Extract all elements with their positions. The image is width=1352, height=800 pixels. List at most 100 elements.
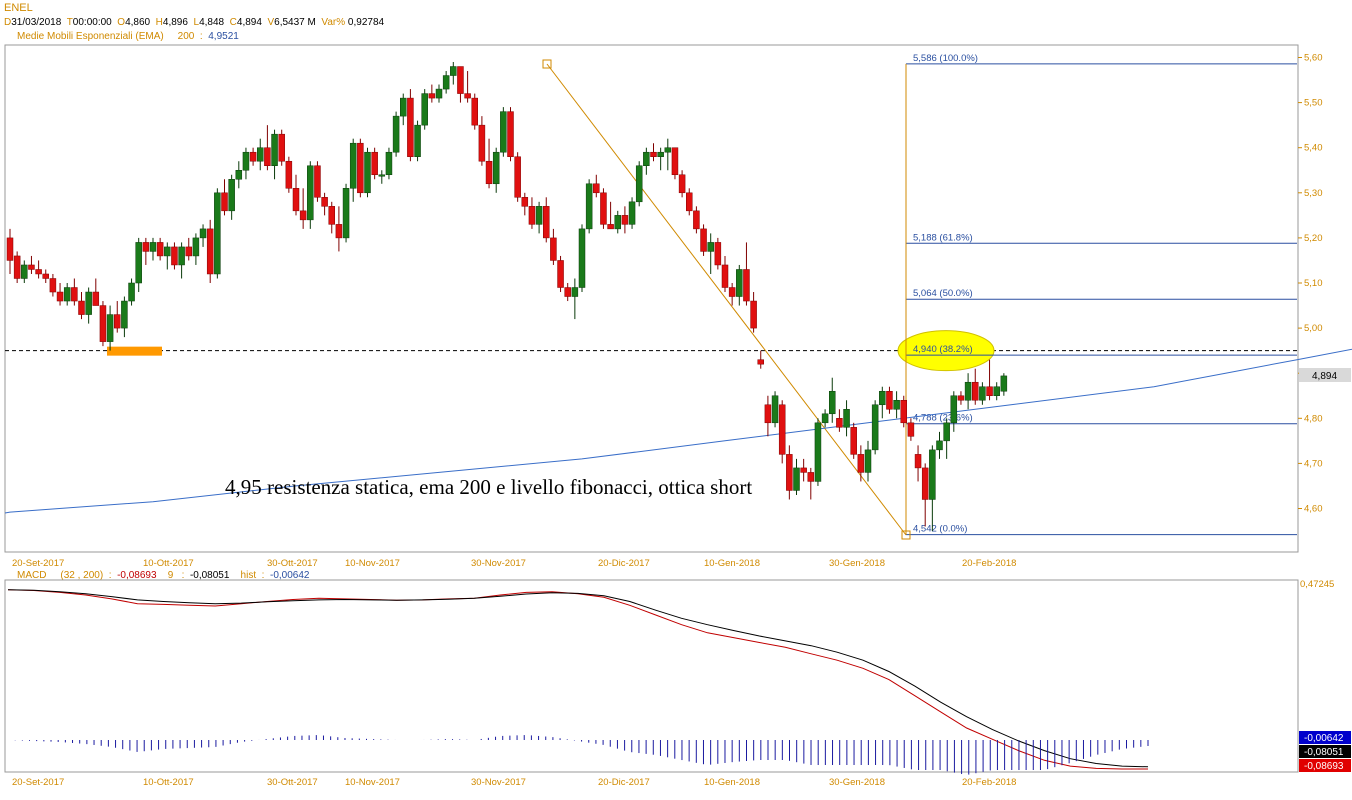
macd-params: (32 , 200) bbox=[60, 570, 104, 581]
date-label: D bbox=[4, 17, 12, 28]
fib-level-label: 5,586 (100.0%) bbox=[913, 53, 978, 64]
candle-body bbox=[921, 467, 929, 500]
fib-level-label: 4,788 (23.6%) bbox=[913, 413, 973, 424]
price-panel-frame bbox=[4, 44, 1299, 553]
macd-sep: : bbox=[108, 570, 112, 581]
candle-body bbox=[557, 260, 564, 288]
candle-body bbox=[964, 381, 972, 401]
x-tick-label: 30-Gen-2018 bbox=[829, 777, 885, 788]
candle-body bbox=[192, 237, 200, 257]
candle-body bbox=[628, 201, 636, 225]
candle-body bbox=[714, 242, 722, 266]
candle-body bbox=[21, 264, 28, 279]
candle-body bbox=[500, 111, 507, 153]
x-tick-label: 20-Feb-2018 bbox=[962, 558, 1016, 569]
candle-body bbox=[414, 124, 421, 157]
candle-body bbox=[307, 165, 314, 221]
x-tick-label: 10-Nov-2017 bbox=[345, 558, 400, 569]
macd-badge-bg bbox=[1299, 759, 1351, 772]
candle-body bbox=[585, 183, 593, 230]
ema-sep: : bbox=[199, 31, 203, 42]
candle-body bbox=[621, 215, 629, 225]
annotation-text: 4,95 resistenza statica, ema 200 e livel… bbox=[225, 475, 752, 499]
candle-body bbox=[164, 246, 171, 257]
candle-body bbox=[535, 206, 543, 225]
candle-body bbox=[242, 151, 250, 171]
candle-body bbox=[400, 97, 407, 117]
close-value: 4,894 bbox=[236, 17, 262, 28]
signal-sep: : bbox=[181, 570, 185, 581]
candle-body bbox=[929, 449, 936, 500]
support-zone bbox=[107, 346, 162, 356]
time-label: T bbox=[66, 17, 73, 28]
candle-body bbox=[871, 404, 879, 451]
candle-body bbox=[907, 422, 915, 437]
hist-value: -0,00642 bbox=[270, 570, 310, 581]
candle-body bbox=[757, 359, 764, 365]
trend-anchor-top bbox=[542, 59, 552, 69]
candle-body bbox=[993, 386, 1000, 397]
x-tick-label: 20-Feb-2018 bbox=[962, 777, 1016, 788]
candle-body bbox=[635, 165, 643, 203]
x-tick-label: 30-Nov-2017 bbox=[471, 558, 526, 569]
candle-body bbox=[857, 454, 865, 473]
candle-body bbox=[600, 192, 607, 225]
candle-body bbox=[257, 147, 264, 162]
macd-value: -0,08693 bbox=[117, 570, 157, 581]
candle-body bbox=[800, 467, 807, 473]
candle-body bbox=[657, 151, 664, 157]
candle-body bbox=[750, 300, 757, 329]
var-value: 0,92784 bbox=[347, 17, 385, 28]
candle-body bbox=[836, 418, 843, 428]
hist-label: hist bbox=[240, 570, 257, 581]
last-price-badge: 4,894 bbox=[1312, 371, 1337, 382]
candle-body bbox=[979, 386, 986, 401]
candle-body bbox=[156, 242, 164, 257]
fib-level-label: 5,064 (50.0%) bbox=[913, 288, 973, 299]
candle-body bbox=[314, 165, 321, 198]
candle-body bbox=[764, 404, 772, 424]
y-tick-label: 4,70 bbox=[1304, 458, 1323, 469]
candle-body bbox=[299, 210, 307, 221]
signal-value: -0,08051 bbox=[189, 570, 230, 581]
ema-label: Medie Mobili Esponenziali (EMA) bbox=[17, 31, 164, 42]
candle-body bbox=[514, 156, 521, 198]
candle-body bbox=[357, 142, 364, 194]
candle-body bbox=[235, 170, 243, 180]
candle-body bbox=[793, 467, 800, 491]
candle-body bbox=[864, 449, 872, 473]
candle-body bbox=[99, 305, 107, 342]
candle-body bbox=[135, 242, 142, 284]
candle-body bbox=[435, 88, 443, 99]
candle-body bbox=[349, 142, 357, 189]
candle-body bbox=[886, 390, 893, 410]
candle-body bbox=[478, 124, 486, 162]
candle-body bbox=[914, 454, 922, 469]
ema-value: 4,9521 bbox=[208, 31, 239, 42]
candle-body bbox=[228, 179, 235, 212]
candle-body bbox=[507, 111, 514, 157]
price-layer: 5,605,505,405,305,205,105,004,904,804,70… bbox=[4, 53, 1352, 569]
ticker-title: ENEL bbox=[4, 2, 33, 14]
candle-body bbox=[528, 206, 536, 225]
hist-sep: : bbox=[261, 570, 265, 581]
candle-body bbox=[614, 215, 621, 230]
candle-body bbox=[693, 210, 700, 230]
candle-body bbox=[13, 255, 21, 279]
candle-body bbox=[578, 228, 586, 288]
y-tick-label: 5,00 bbox=[1304, 323, 1323, 334]
macd-panel-frame bbox=[4, 579, 1299, 773]
candle-body bbox=[42, 273, 49, 279]
candle-body bbox=[485, 160, 493, 185]
candle-body bbox=[721, 264, 729, 288]
volume-label: V bbox=[267, 17, 275, 28]
x-tick-label: 30-Gen-2018 bbox=[829, 558, 885, 569]
candle-body bbox=[700, 228, 707, 252]
candle-body bbox=[35, 269, 42, 275]
candle-body bbox=[6, 237, 14, 261]
candle-body bbox=[335, 224, 343, 239]
candle-body bbox=[49, 278, 57, 293]
x-tick-label: 30-Nov-2017 bbox=[471, 777, 526, 788]
open-label: O bbox=[117, 17, 126, 28]
